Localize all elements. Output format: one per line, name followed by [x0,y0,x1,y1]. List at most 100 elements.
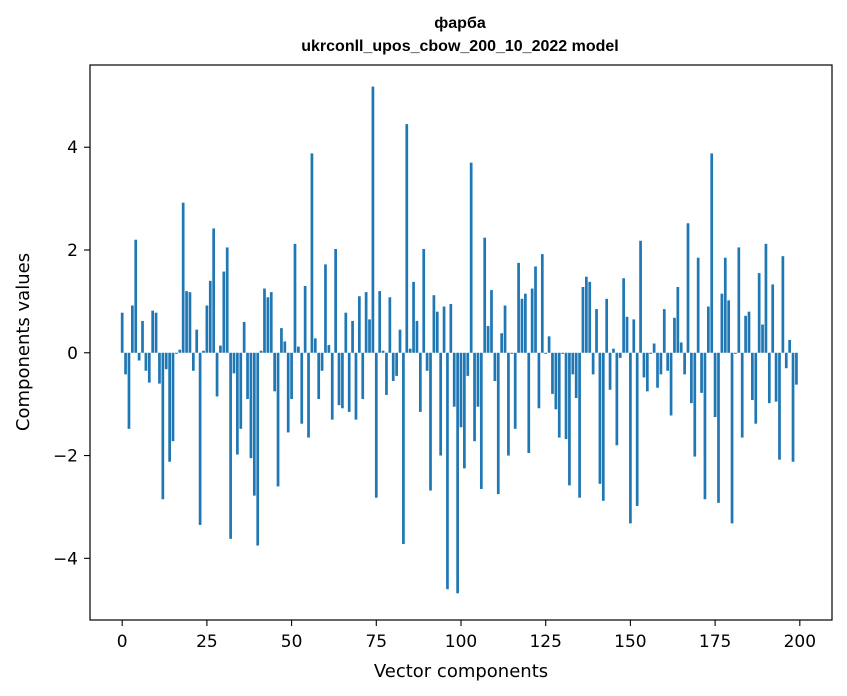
bar [171,352,175,442]
bar [700,352,703,393]
bar [374,352,378,498]
bar [727,300,731,353]
bar [767,352,771,404]
bar [131,305,134,353]
bar [490,290,493,353]
bar [175,352,178,354]
bar [297,346,300,353]
bar [259,350,263,353]
bar [608,352,612,390]
bar [778,352,781,460]
bar [371,86,375,353]
bar [232,352,236,374]
bar [649,352,653,354]
bar [740,352,744,438]
bar [191,352,195,371]
bar [405,124,409,353]
y-tick-label: −4 [53,549,78,569]
bar [446,352,449,590]
bar [666,352,670,371]
bar [524,293,527,353]
bar [527,352,531,453]
bar [483,237,487,353]
bar [435,311,439,353]
bar [439,352,443,456]
bar [320,352,324,371]
bar [784,352,788,369]
bar [669,352,673,416]
bar [151,310,155,353]
bar [486,326,490,353]
bar [418,352,422,412]
x-tick-label: 175 [699,632,731,652]
bar [456,352,459,594]
bar [703,352,707,500]
bar [754,352,758,424]
x-tick-label: 100 [445,632,477,652]
bar [761,324,764,353]
bar [313,338,317,353]
bar [713,352,717,418]
bar [300,352,304,424]
bar [513,352,517,429]
bar [120,312,124,353]
bar [273,352,277,392]
bar [744,315,747,353]
bar [317,352,321,400]
bar [710,153,714,353]
bar [662,309,666,353]
y-tick-label: 4 [67,138,78,158]
x-axis-label: Vector components [374,661,548,682]
bar [544,352,548,354]
bar [395,352,398,376]
bar [554,352,558,410]
y-tick-label: 2 [67,241,78,261]
bar [422,248,426,353]
bar [361,352,365,400]
bar [276,352,280,487]
bar [208,280,212,353]
bar [212,228,216,353]
bar [578,352,581,498]
bar [425,352,429,371]
bar [327,345,331,353]
bar [747,311,751,353]
bar [463,352,466,469]
bar [269,292,273,353]
bar [595,309,598,353]
y-tick-label: 0 [67,344,78,364]
y-axis-ticks: −4 −2 0 2 4 [53,138,90,569]
bar [354,352,358,420]
bar [242,321,246,353]
bar [473,352,476,442]
bar [290,352,293,400]
y-axis-label: Components values [13,253,34,431]
bar [598,352,602,484]
bar [581,287,585,353]
bar [205,305,209,353]
bar [239,352,243,429]
bar [683,352,686,375]
bar [388,297,392,353]
bar [656,352,659,388]
bar [286,352,290,433]
bar [364,292,368,353]
bar [493,352,497,382]
bar [642,352,646,378]
bar [341,352,344,409]
bar [696,257,700,353]
bar [181,202,185,353]
bar [144,352,148,371]
bar [622,278,625,353]
bar [530,288,534,353]
bar [307,352,310,438]
bar [507,352,510,456]
bar [381,350,385,353]
bar [534,266,537,353]
bar [774,352,778,402]
x-tick-label: 50 [281,632,303,652]
bar [551,352,554,394]
bar [263,288,266,353]
bar [280,328,283,353]
bar [452,352,456,407]
